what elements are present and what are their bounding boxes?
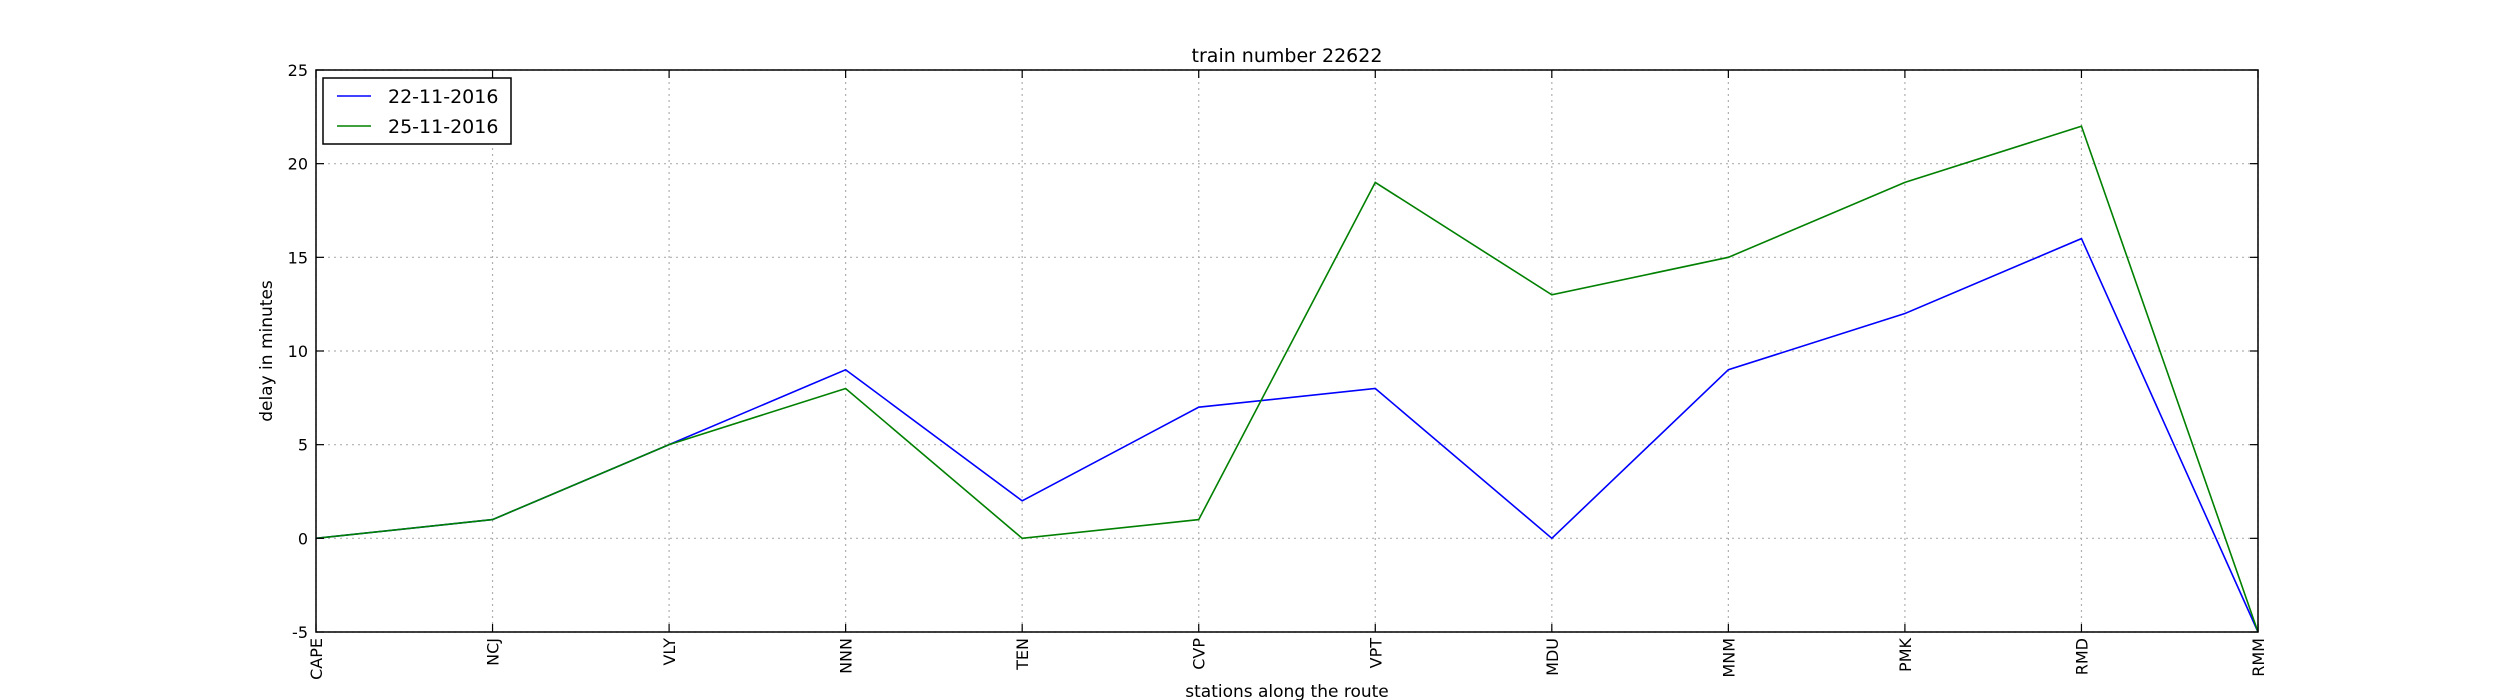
series-line-22-11-2016 <box>315 237 2259 633</box>
legend-label-25-11-2016: 25-11-2016 <box>388 116 498 138</box>
tick-layer: -5 0 5 10 15 20 25 CAPE NCJ VLY NNN TEN CVP VPT MDU MNM… <box>288 61 2268 680</box>
x-tick-label-mdu: MDU <box>1543 638 1562 676</box>
y-tick-label: 20 <box>288 155 308 174</box>
y-tick-label: 25 <box>288 61 308 80</box>
x-tick-label-vly: VLY <box>660 638 679 666</box>
x-tick-label-nnn: NNN <box>837 638 856 674</box>
legend-box <box>322 77 512 145</box>
y-tick-label: -5 <box>292 623 308 642</box>
y-tick-label: 0 <box>298 529 308 548</box>
x-tick-label-rmm: RMM <box>2249 638 2268 677</box>
y-tick-label: 15 <box>288 248 308 267</box>
legend-label-22-11-2016: 22-11-2016 <box>388 86 498 108</box>
legend: 22-11-2016 25-11-2016 <box>322 77 512 145</box>
series-layer <box>315 125 2259 633</box>
x-tick-label-vpt: VPT <box>1366 638 1385 669</box>
chart-title: train number 22622 <box>1192 45 1383 67</box>
y-axis-label: delay in minutes <box>257 280 277 422</box>
y-tick-label: 5 <box>298 436 308 455</box>
x-axis-label: stations along the route <box>1185 682 1389 700</box>
series-line-25-11-2016 <box>315 125 2259 633</box>
x-tick-label-rmd: RMD <box>2072 638 2091 675</box>
x-tick-label-pmk: PMK <box>1896 638 1915 672</box>
y-tick-label: 10 <box>288 342 308 361</box>
x-tick-label-ten: TEN <box>1013 638 1032 671</box>
x-tick-label-ncj: NCJ <box>484 638 503 666</box>
x-tick-label-mnm: MNM <box>1719 638 1738 678</box>
x-tick-label-cape: CAPE <box>307 638 326 680</box>
x-tick-label-cvp: CVP <box>1190 638 1209 670</box>
